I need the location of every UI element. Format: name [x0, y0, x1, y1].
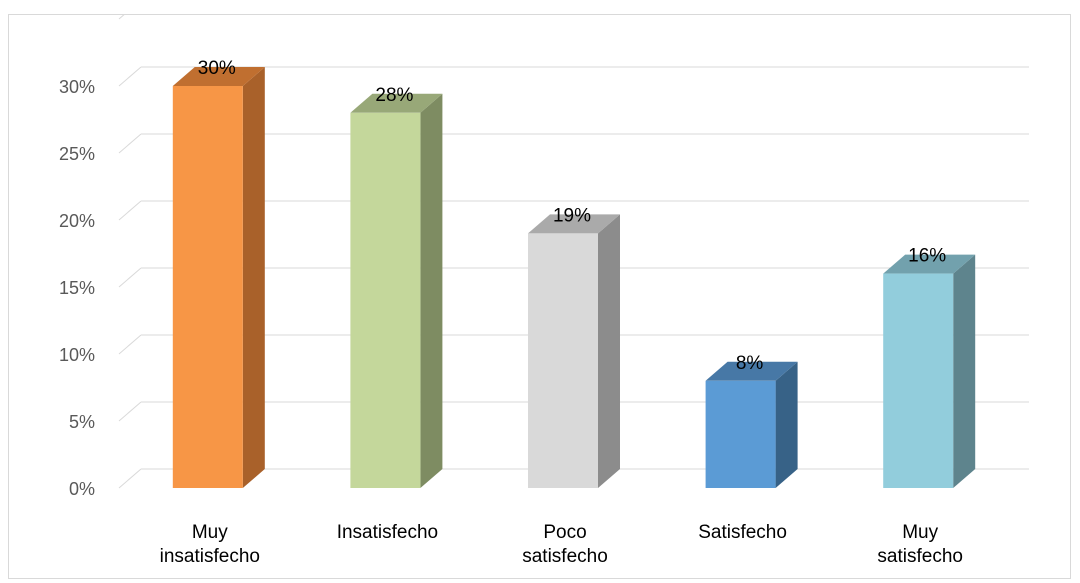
bar-side	[420, 93, 443, 489]
bar-front	[883, 273, 954, 488]
gridline-diagonal	[118, 267, 142, 288]
data-label: 19%	[553, 205, 591, 226]
gridline-diagonal	[118, 66, 142, 87]
data-label: 28%	[375, 85, 413, 106]
chart-canvas: 0% 5% 10% 15% 20% 25% 30% 30% 28% 19% 8% 16% Muy in…	[59, 15, 1029, 567]
x-tick-label: Satisfecho	[698, 522, 787, 543]
bar	[350, 93, 443, 489]
y-tick-label: 30%	[59, 77, 95, 97]
bar-side	[953, 254, 976, 488]
gridline-diagonal	[118, 401, 142, 422]
bar-top	[350, 93, 443, 113]
bar-top	[883, 254, 976, 274]
bar-side	[242, 67, 265, 488]
gridline-diagonal	[118, 15, 125, 20]
gridline-diagonal	[118, 133, 142, 154]
bars	[172, 67, 976, 489]
chart-area: 0% 5% 10% 15% 20% 25% 30% 30% 28% 19% 8% 16% Muy in…	[8, 14, 1071, 579]
data-labels: 30% 28% 19% 8% 16%	[198, 58, 947, 374]
bar	[705, 361, 798, 488]
y-tick-label: 5%	[69, 412, 95, 432]
gridline-diagonal	[118, 468, 142, 489]
bar-side	[775, 361, 798, 488]
bar-front	[528, 233, 598, 488]
bar-front	[172, 86, 243, 488]
bar	[528, 214, 620, 488]
bar-top	[705, 361, 798, 381]
gridline-diagonal	[118, 334, 142, 355]
y-axis-tick-labels: 0% 5% 10% 15% 20% 25% 30%	[59, 77, 95, 499]
y-tick-label: 25%	[59, 144, 95, 164]
x-tick-label: Poco satisfecho	[522, 522, 608, 567]
bar-top	[172, 67, 265, 86]
y-tick-label: 15%	[59, 278, 95, 298]
y-tick-label: 20%	[59, 211, 95, 231]
gridline-diagonal	[118, 200, 142, 221]
x-tick-label: Insatisfecho	[337, 522, 438, 543]
bar	[883, 254, 976, 488]
bar	[172, 67, 265, 488]
x-axis-category-labels: Muy insatisfecho Insatisfecho Poco satisfech…	[160, 522, 963, 567]
data-label: 30%	[198, 58, 236, 79]
bar-front	[705, 380, 776, 488]
data-label: 8%	[736, 353, 764, 374]
bar-top	[528, 214, 620, 234]
bar-side	[598, 214, 620, 488]
data-label: 16%	[908, 246, 946, 267]
y-tick-label: 10%	[59, 345, 95, 365]
bar-front	[350, 112, 421, 489]
x-tick-label: Muy insatisfecho	[160, 522, 260, 567]
y-tick-label: 0%	[69, 479, 95, 499]
x-tick-label: Muy satisfecho	[877, 522, 963, 567]
